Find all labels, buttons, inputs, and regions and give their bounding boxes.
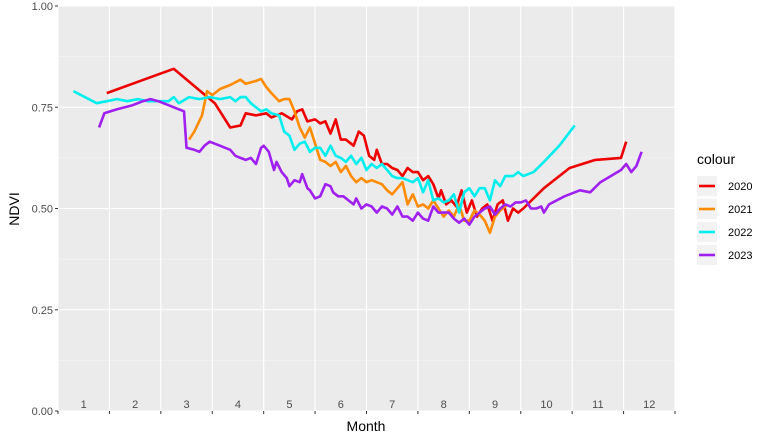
x-axis: 1 2 3 4 5 6 7 8 9 10 11 12 bbox=[57, 399, 676, 414]
series-line-2022 bbox=[72, 89, 576, 214]
x-tick-label: 1 bbox=[81, 399, 87, 411]
y-tick-label: 0.25 bbox=[32, 305, 53, 317]
x-tick-label: 4 bbox=[235, 399, 241, 411]
x-tick-label: 6 bbox=[338, 399, 344, 411]
y-tick-label: 1.00 bbox=[32, 1, 53, 13]
legend-label-2023: 2023 bbox=[728, 250, 752, 262]
x-tick-label: 11 bbox=[592, 399, 603, 411]
y-tick-label: 0.00 bbox=[32, 406, 53, 418]
series-lines bbox=[72, 67, 643, 235]
legend: colour 2020 2021 2022 2023 bbox=[697, 151, 752, 265]
legend-label-2022: 2022 bbox=[728, 227, 752, 239]
y-axis: 0.00 0.25 0.50 0.75 1.00 bbox=[32, 1, 58, 418]
legend-label-2021: 2021 bbox=[728, 204, 752, 216]
x-tick-label: 5 bbox=[286, 399, 292, 411]
series-line-2023 bbox=[97, 97, 643, 226]
y-axis-title: NDVI bbox=[6, 192, 22, 225]
x-tick-label: 12 bbox=[643, 399, 655, 411]
legend-title: colour bbox=[697, 151, 735, 167]
x-tick-label: 2 bbox=[132, 399, 138, 411]
y-tick-label: 0.75 bbox=[32, 102, 53, 114]
x-tick-label: 10 bbox=[540, 399, 552, 411]
series-line-2021 bbox=[188, 77, 509, 235]
y-tick-label: 0.50 bbox=[32, 204, 53, 216]
x-axis-title: Month bbox=[347, 418, 386, 434]
x-tick-label: 3 bbox=[183, 399, 189, 411]
legend-label-2020: 2020 bbox=[728, 181, 752, 193]
x-tick-label: 9 bbox=[492, 399, 498, 411]
x-tick-label: 8 bbox=[441, 399, 447, 411]
x-tick-label: 7 bbox=[389, 399, 395, 411]
series-line-2020 bbox=[106, 67, 628, 222]
